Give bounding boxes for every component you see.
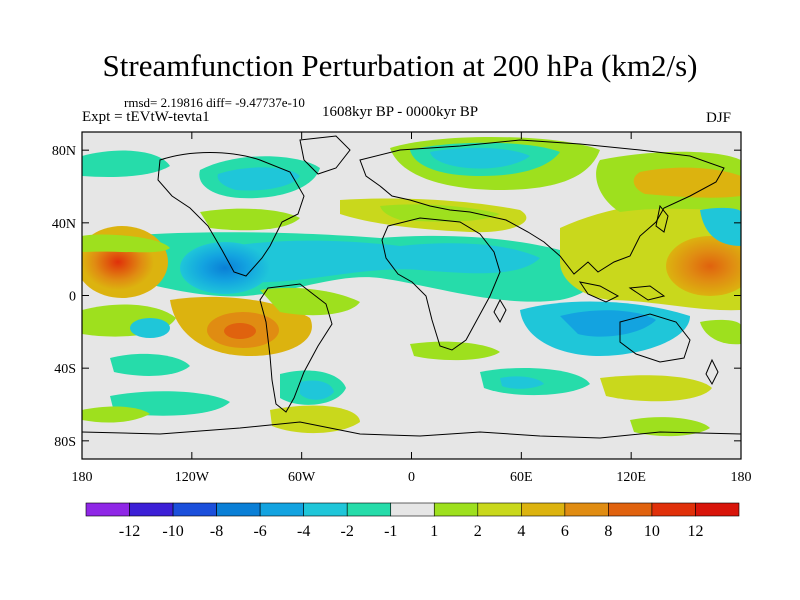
colorbar-box <box>85 502 130 517</box>
coast-africa <box>381 217 501 351</box>
season-label: DJF <box>706 110 732 126</box>
colorbar-box <box>564 502 609 517</box>
colorbar-box <box>346 502 392 517</box>
colorbar-box <box>433 502 479 517</box>
colorbar-label: -12 <box>119 523 140 540</box>
colorbar-box <box>651 502 696 517</box>
lat-tick-label: 80S <box>54 435 76 450</box>
lon-tick-label: 180 <box>72 470 93 485</box>
contour-fields <box>82 136 741 437</box>
period-label: 1608kyr BP - 0000kyr BP <box>322 104 479 120</box>
contour-pos-center-east <box>666 236 741 296</box>
colorbar-box <box>172 502 217 517</box>
colorbar-label: -10 <box>162 523 183 540</box>
lon-tick-label: 120W <box>175 470 210 485</box>
coast-north-america <box>157 152 305 277</box>
coast-japan <box>655 204 669 233</box>
rmsd-diff-text: rmsd= 2.19816 diff= -9.47737e-10 <box>124 95 305 110</box>
longitude-ticks: 180 120W 60W 0 60E 120E 180 <box>72 132 752 485</box>
latitude-ticks: 80N 40N 0 40S 80S <box>52 144 741 450</box>
colorbar-label: -6 <box>253 523 266 540</box>
colorbar-box <box>390 502 435 517</box>
colorbar-box <box>216 502 261 517</box>
colorbar-box <box>477 502 522 517</box>
chart-title: Streamfunction Perturbation at 200 hPa (… <box>102 48 698 83</box>
coast-eurasia <box>359 139 725 275</box>
contour-neg-center-pacific <box>180 242 270 294</box>
lon-tick-label: 180 <box>731 470 752 485</box>
colorbar-label: -2 <box>341 523 354 540</box>
colorbar-box <box>259 502 304 517</box>
coast-new-zealand <box>705 358 719 386</box>
colorbar-label: 6 <box>561 523 569 540</box>
colorbar-label: -1 <box>384 523 397 540</box>
coast-madagascar <box>493 298 507 324</box>
contour-band-tropics-cyan <box>200 240 540 283</box>
lat-tick-label: 40S <box>54 362 76 377</box>
colorbar-label: 10 <box>644 523 660 540</box>
coast-australia <box>619 313 691 363</box>
lon-tick-label: 120E <box>616 470 646 485</box>
lon-tick-label: 60E <box>510 470 533 485</box>
coast-south-america <box>259 283 333 413</box>
colorbar-box <box>303 502 348 517</box>
colorbar-box <box>521 502 566 517</box>
coast-maritime-continent <box>578 281 666 303</box>
lon-tick-label: 0 <box>408 470 415 485</box>
colorbar-label: 12 <box>687 523 703 540</box>
colorbar: -12 -10 -8 -6 -4 -2 -1 1 2 4 6 8 10 12 <box>85 502 740 540</box>
colorbar-label: 2 <box>474 523 482 540</box>
colorbar-label: 1 <box>430 523 438 540</box>
colorbar-label: -4 <box>297 523 310 540</box>
colorbar-label: 8 <box>604 523 612 540</box>
coast-antarctica <box>82 421 741 439</box>
lat-tick-label: 40N <box>52 217 76 232</box>
colorbar-label: 4 <box>517 523 525 540</box>
lon-tick-label: 60W <box>288 470 316 485</box>
lat-tick-label: 0 <box>69 290 76 305</box>
colorbar-label: -8 <box>210 523 223 540</box>
lat-tick-label: 80N <box>52 144 76 159</box>
colorbar-box <box>129 502 174 517</box>
coast-greenland <box>299 135 351 175</box>
colorbar-box <box>695 502 740 517</box>
experiment-label: Expt = tEVtW-tevta1 <box>82 109 210 125</box>
coastlines <box>82 135 741 439</box>
colorbar-box <box>608 502 653 517</box>
